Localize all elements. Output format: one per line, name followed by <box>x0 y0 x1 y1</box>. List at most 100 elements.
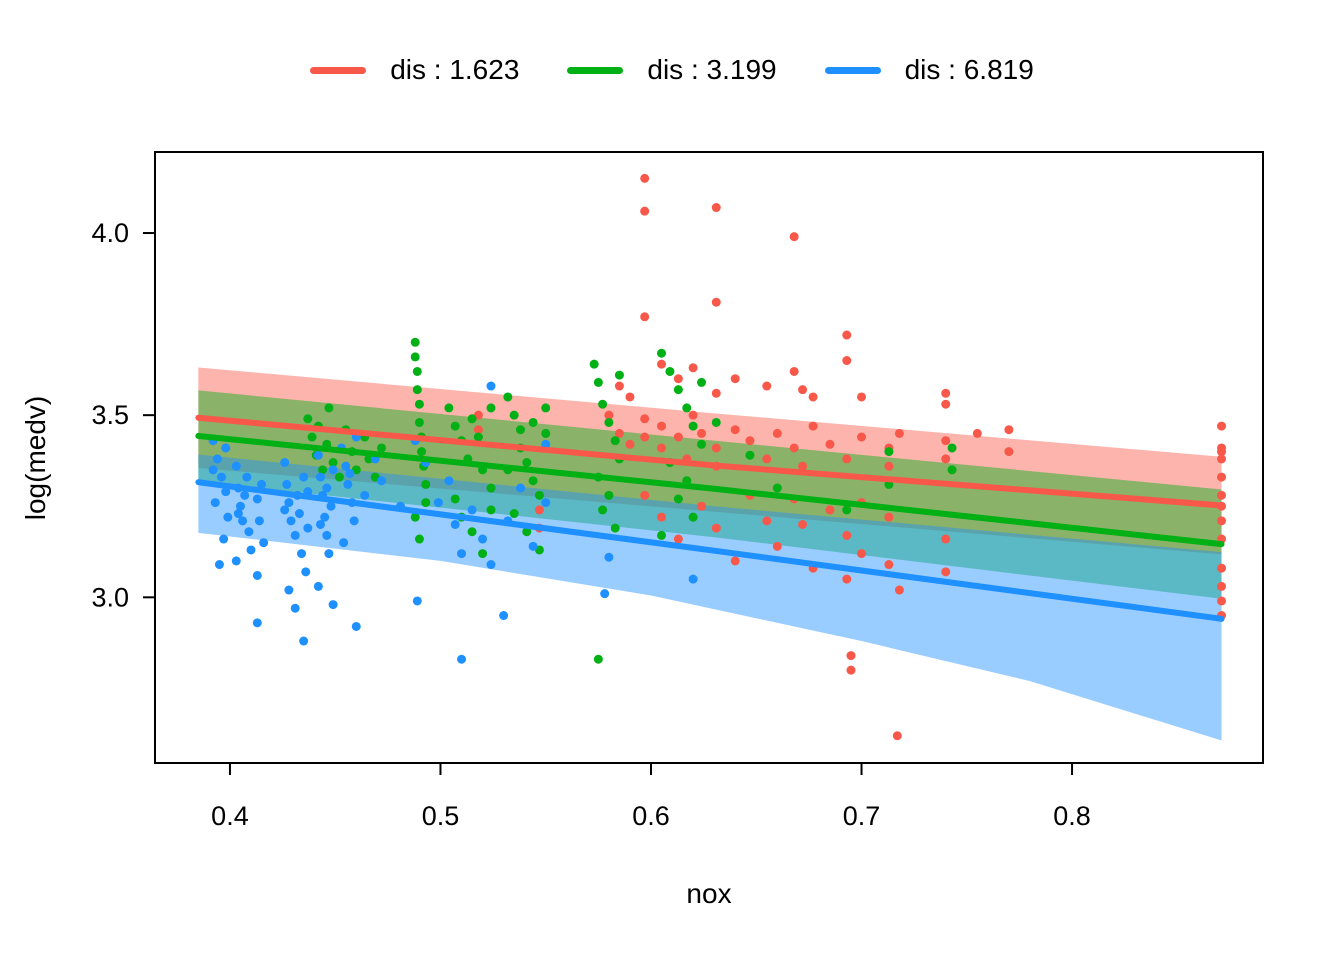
data-point <box>486 403 496 413</box>
data-point <box>320 512 330 522</box>
x-tick-label: 0.6 <box>632 801 670 831</box>
trend-line <box>195 479 1225 622</box>
data-point <box>1217 447 1227 457</box>
data-point <box>334 472 344 482</box>
data-point <box>503 392 513 402</box>
data-point <box>947 465 957 475</box>
data-point <box>697 428 707 438</box>
data-point <box>339 538 349 548</box>
data-point <box>259 538 269 548</box>
data-point <box>467 505 477 515</box>
data-point <box>282 479 292 489</box>
data-point <box>417 447 427 457</box>
data-point <box>762 516 772 526</box>
data-point <box>294 509 304 519</box>
data-point <box>231 461 241 471</box>
data-point <box>625 392 635 402</box>
data-point <box>486 483 496 493</box>
data-point <box>825 439 835 449</box>
data-point <box>324 549 334 559</box>
data-point <box>593 654 603 664</box>
data-point <box>467 527 477 537</box>
data-point <box>450 494 460 504</box>
data-point <box>515 483 525 493</box>
data-point <box>941 388 951 398</box>
data-point <box>892 731 902 741</box>
data-point <box>444 403 454 413</box>
data-point <box>972 428 982 438</box>
data-point <box>688 512 698 522</box>
data-point <box>343 479 353 489</box>
data-point <box>857 392 867 402</box>
trend-line <box>195 432 1225 548</box>
data-point <box>478 534 488 544</box>
data-point <box>486 560 496 570</box>
data-point <box>473 432 483 442</box>
data-point <box>421 479 431 489</box>
data-point <box>657 421 667 431</box>
data-point <box>315 472 325 482</box>
data-point <box>541 498 551 508</box>
data-point <box>1217 563 1227 573</box>
data-point <box>808 392 818 402</box>
data-point <box>772 541 782 551</box>
y-tick-label: 3.5 <box>91 400 129 430</box>
data-point <box>284 498 294 508</box>
data-point <box>857 432 867 442</box>
data-point <box>589 359 599 369</box>
data-point <box>541 403 551 413</box>
data-point <box>1004 447 1014 457</box>
data-point <box>604 417 614 427</box>
data-point <box>789 232 799 242</box>
data-point <box>421 498 431 508</box>
y-tick-label: 3.0 <box>91 582 129 612</box>
data-point <box>798 461 808 471</box>
data-point <box>665 366 675 376</box>
data-point <box>697 439 707 449</box>
legend-item-dis-1623: dis : 1.623 <box>310 54 519 86</box>
data-point <box>221 487 231 497</box>
data-point <box>457 549 467 559</box>
data-point <box>640 490 650 500</box>
y-axis-title: log(medv) <box>20 395 51 521</box>
data-point <box>772 428 782 438</box>
data-point <box>614 381 624 391</box>
data-point <box>884 461 894 471</box>
data-point <box>212 454 222 464</box>
data-point <box>509 410 519 420</box>
y-tick-label: 4.0 <box>91 218 129 248</box>
data-point <box>290 603 300 613</box>
data-point <box>252 570 262 580</box>
data-point <box>604 552 614 562</box>
data-point <box>328 465 338 475</box>
x-tick-label: 0.8 <box>1053 801 1091 831</box>
data-point <box>254 516 264 526</box>
data-point <box>412 596 422 606</box>
data-point <box>246 545 256 555</box>
data-point <box>842 330 852 340</box>
data-point <box>377 443 387 453</box>
data-point <box>673 385 683 395</box>
data-point <box>541 428 551 438</box>
data-point <box>640 414 650 424</box>
data-point <box>842 530 852 540</box>
data-point <box>467 414 477 424</box>
data-point <box>223 512 233 522</box>
data-point <box>290 530 300 540</box>
data-point <box>825 505 835 515</box>
data-point <box>673 432 683 442</box>
data-point <box>711 443 721 453</box>
data-point <box>515 425 525 435</box>
data-point <box>509 509 519 519</box>
data-point <box>842 574 852 584</box>
data-point <box>745 436 755 446</box>
data-point <box>610 523 620 533</box>
data-point <box>657 512 667 522</box>
data-point <box>593 377 603 387</box>
data-point <box>772 483 782 493</box>
data-point <box>1004 425 1014 435</box>
data-point <box>598 505 608 515</box>
data-point <box>297 549 307 559</box>
data-point <box>351 621 361 631</box>
data-point <box>450 519 460 529</box>
